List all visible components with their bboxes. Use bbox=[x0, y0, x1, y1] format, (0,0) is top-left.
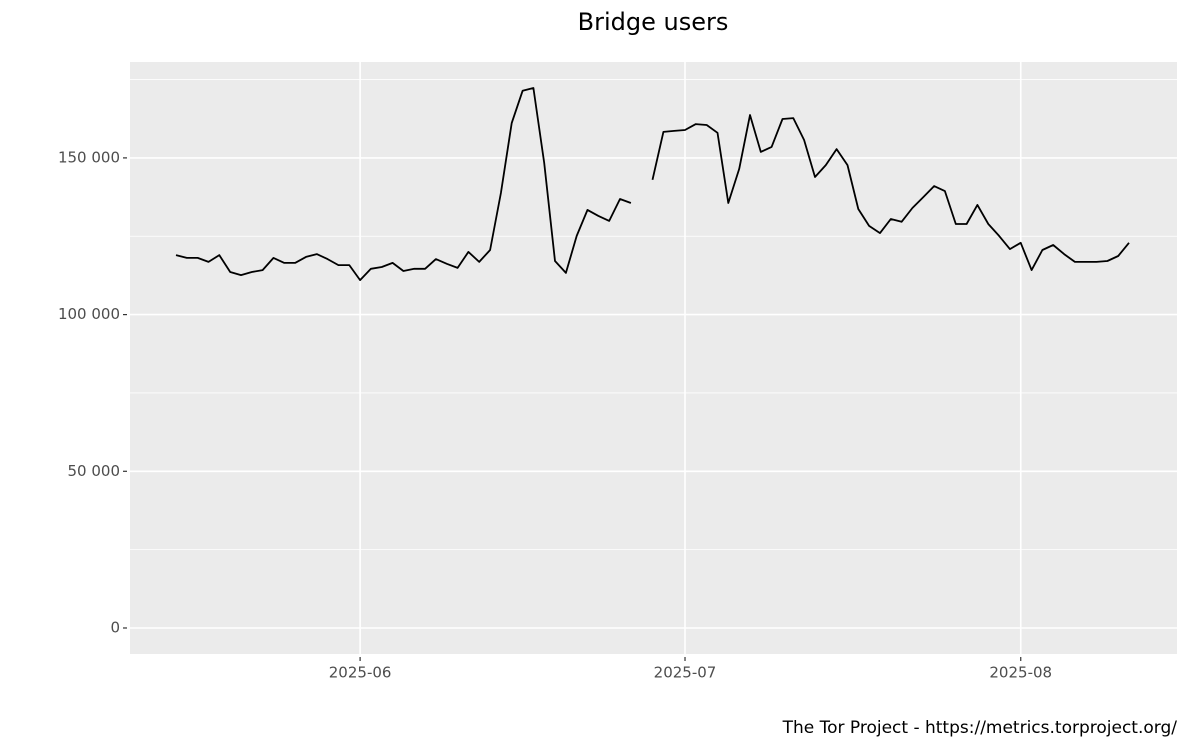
caption: The Tor Project - https://metrics.torpro… bbox=[782, 718, 1178, 738]
plot-panel bbox=[130, 62, 1177, 654]
line bbox=[175, 87, 1130, 281]
grid bbox=[130, 62, 1177, 654]
y-tick-label: 150 000 bbox=[58, 148, 120, 166]
x-tick-label: 2025-07 bbox=[654, 664, 717, 682]
y-tick-label: 0 bbox=[110, 618, 120, 636]
x-tick-label: 2025-08 bbox=[989, 664, 1052, 682]
chart-title: Bridge users bbox=[578, 8, 729, 36]
marks bbox=[175, 87, 1130, 281]
y-tick-label: 50 000 bbox=[68, 462, 121, 480]
x-tick-label: 2025-06 bbox=[329, 664, 392, 682]
y-tick-label: 100 000 bbox=[58, 305, 120, 323]
